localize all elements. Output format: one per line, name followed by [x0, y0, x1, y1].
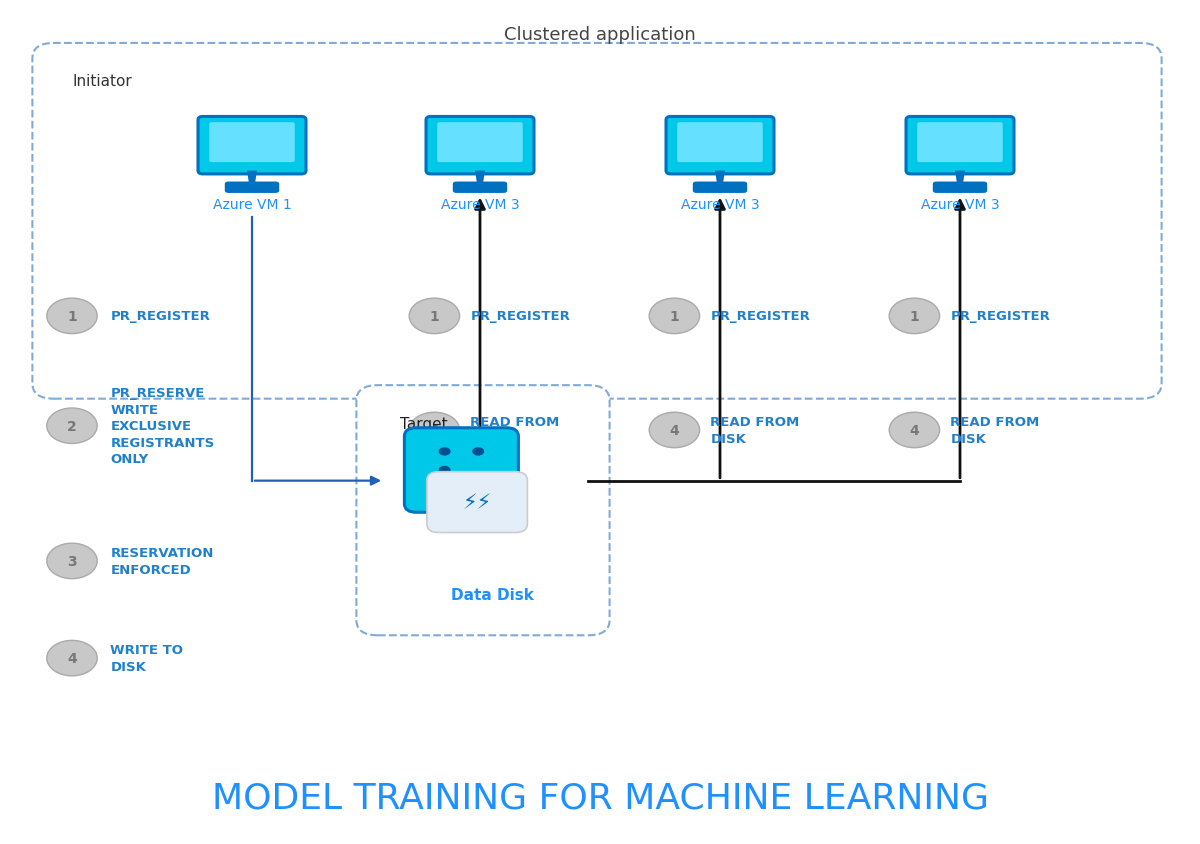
Circle shape [439, 447, 451, 456]
Circle shape [649, 413, 700, 448]
Text: Azure VM 3: Azure VM 3 [920, 197, 1000, 212]
Text: 1: 1 [430, 310, 439, 323]
FancyBboxPatch shape [356, 386, 610, 636]
Text: Target: Target [400, 416, 448, 431]
Text: Initiator: Initiator [72, 74, 132, 89]
Text: PR_RESERVE
WRITE
EXCLUSIVE
REGISTRANTS
ONLY: PR_RESERVE WRITE EXCLUSIVE REGISTRANTS O… [110, 387, 215, 466]
Text: 1: 1 [670, 310, 679, 323]
FancyBboxPatch shape [198, 117, 306, 175]
Polygon shape [715, 171, 725, 185]
Circle shape [473, 447, 485, 456]
Text: READ FROM
DISK: READ FROM DISK [710, 416, 799, 445]
Text: 4: 4 [67, 652, 77, 665]
FancyBboxPatch shape [209, 123, 295, 163]
FancyBboxPatch shape [906, 117, 1014, 175]
Polygon shape [475, 171, 485, 185]
Circle shape [47, 299, 97, 334]
Text: READ FROM
DISK: READ FROM DISK [470, 416, 559, 445]
Circle shape [409, 413, 460, 448]
FancyBboxPatch shape [32, 44, 1162, 399]
Text: 1: 1 [67, 310, 77, 323]
FancyBboxPatch shape [426, 117, 534, 175]
FancyBboxPatch shape [452, 182, 508, 193]
Text: Azure VM 1: Azure VM 1 [212, 197, 292, 212]
Text: RESERVATION
ENFORCED: RESERVATION ENFORCED [110, 547, 214, 576]
Text: 2: 2 [67, 419, 77, 433]
FancyBboxPatch shape [677, 123, 763, 163]
Text: ⚡⚡: ⚡⚡ [462, 493, 492, 512]
Text: PR_REGISTER: PR_REGISTER [110, 310, 210, 323]
Polygon shape [247, 171, 257, 185]
Circle shape [649, 299, 700, 334]
Text: Clustered application: Clustered application [504, 26, 696, 44]
Text: 4: 4 [670, 424, 679, 437]
Text: 3: 3 [67, 555, 77, 568]
Text: PR_REGISTER: PR_REGISTER [710, 310, 810, 323]
FancyBboxPatch shape [932, 182, 988, 193]
FancyBboxPatch shape [427, 472, 528, 533]
Circle shape [889, 413, 940, 448]
Text: 4: 4 [430, 424, 439, 437]
Text: PR_REGISTER: PR_REGISTER [470, 310, 570, 323]
Text: WRITE TO
DISK: WRITE TO DISK [110, 644, 184, 673]
Text: READ FROM
DISK: READ FROM DISK [950, 416, 1039, 445]
Circle shape [47, 408, 97, 444]
FancyBboxPatch shape [437, 123, 523, 163]
FancyBboxPatch shape [666, 117, 774, 175]
Circle shape [47, 544, 97, 579]
Text: MODEL TRAINING FOR MACHINE LEARNING: MODEL TRAINING FOR MACHINE LEARNING [211, 781, 989, 814]
FancyBboxPatch shape [917, 123, 1003, 163]
Circle shape [47, 641, 97, 676]
Text: Azure VM 3: Azure VM 3 [440, 197, 520, 212]
Text: 1: 1 [910, 310, 919, 323]
Polygon shape [955, 171, 965, 185]
FancyBboxPatch shape [224, 182, 280, 193]
Circle shape [439, 466, 451, 474]
FancyBboxPatch shape [404, 428, 518, 512]
Text: Azure VM 3: Azure VM 3 [680, 197, 760, 212]
Circle shape [409, 299, 460, 334]
Text: Data Disk: Data Disk [450, 587, 534, 603]
Text: PR_REGISTER: PR_REGISTER [950, 310, 1050, 323]
Circle shape [889, 299, 940, 334]
FancyBboxPatch shape [692, 182, 748, 193]
Text: 4: 4 [910, 424, 919, 437]
